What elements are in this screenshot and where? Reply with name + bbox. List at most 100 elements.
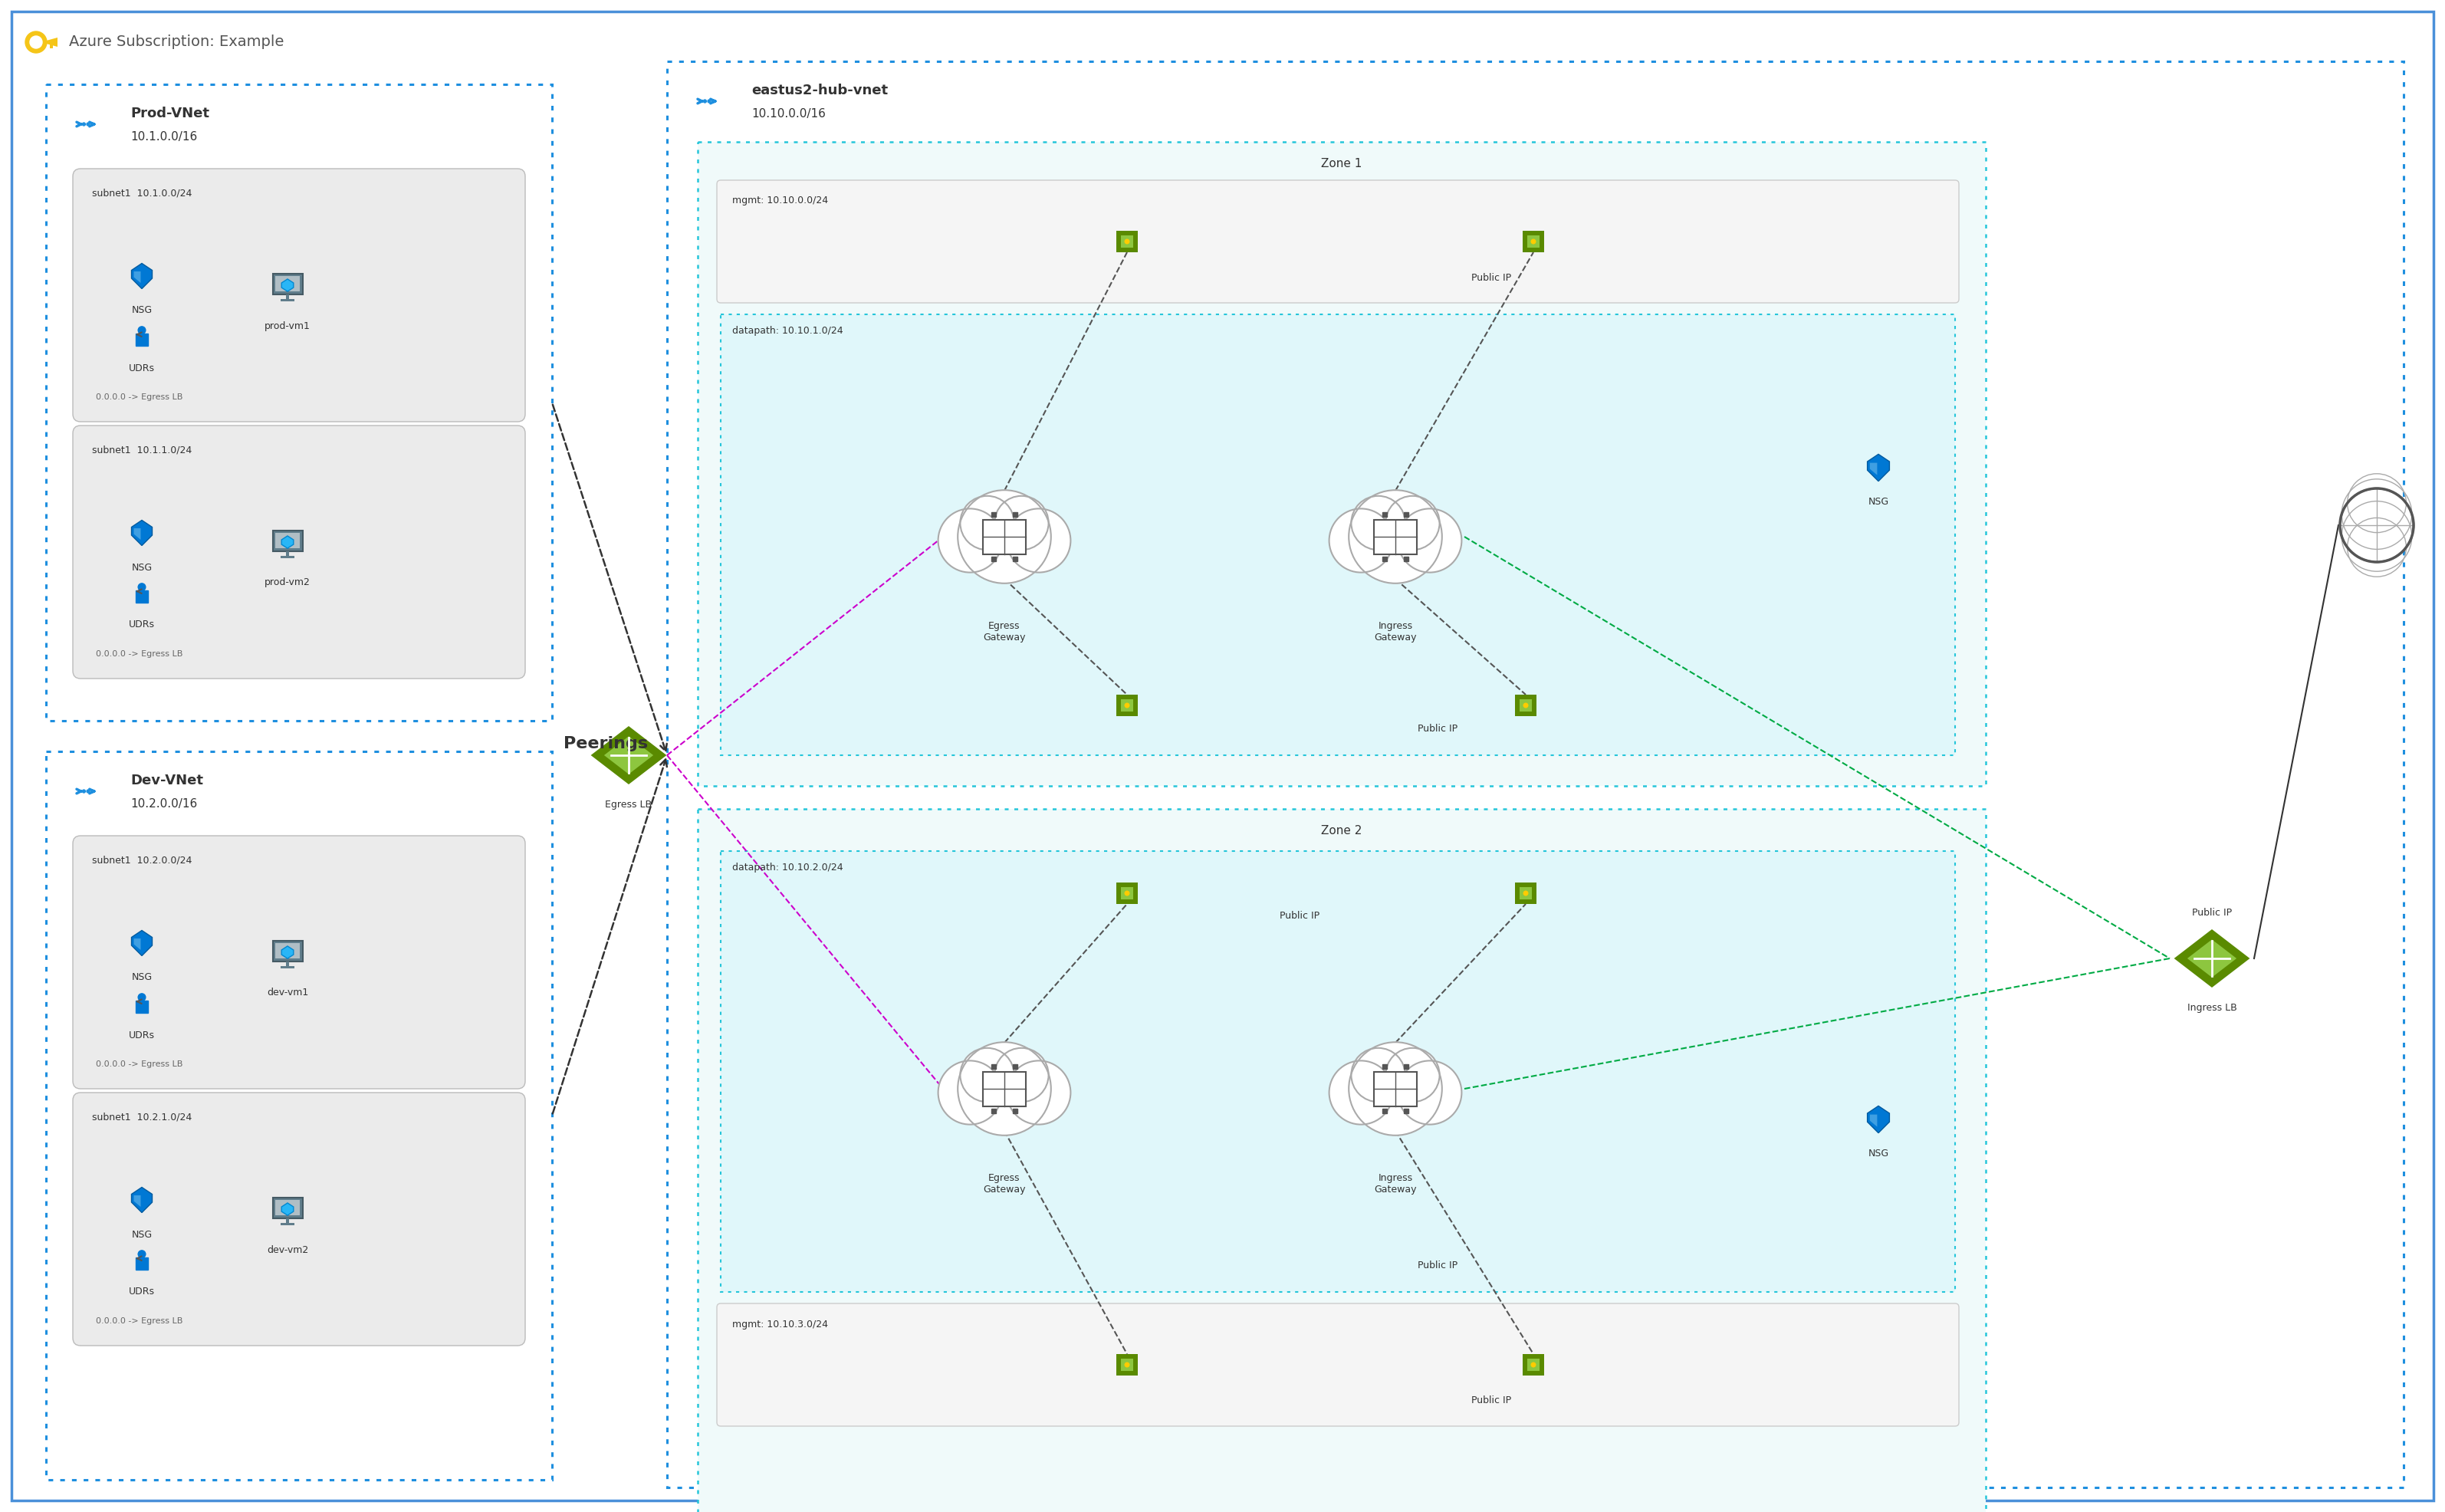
Polygon shape: [134, 272, 142, 283]
Text: NSG: NSG: [132, 1229, 152, 1240]
Bar: [697, 809, 1985, 1512]
Circle shape: [86, 122, 90, 125]
FancyBboxPatch shape: [73, 1093, 526, 1346]
Bar: [667, 62, 2403, 1488]
Circle shape: [1125, 891, 1130, 895]
Bar: [1120, 234, 1134, 248]
Circle shape: [86, 789, 90, 792]
Text: Zone 1: Zone 1: [1320, 157, 1362, 169]
Bar: [271, 1198, 303, 1219]
Polygon shape: [1870, 463, 1878, 475]
Bar: [983, 520, 1027, 553]
Polygon shape: [1868, 1105, 1890, 1132]
Bar: [1117, 883, 1137, 904]
Circle shape: [1531, 1362, 1535, 1367]
Text: mgmt: 10.10.0.0/24: mgmt: 10.10.0.0/24: [731, 197, 829, 206]
Bar: [286, 1219, 289, 1223]
Text: Ingress
Gateway: Ingress Gateway: [1374, 1173, 1416, 1194]
Circle shape: [24, 32, 46, 53]
Bar: [276, 943, 298, 959]
Circle shape: [1330, 1061, 1394, 1125]
Text: Peerings: Peerings: [562, 736, 648, 751]
Text: UDRs: UDRs: [130, 1030, 154, 1040]
Circle shape: [958, 490, 1051, 584]
Bar: [271, 274, 303, 293]
Bar: [1117, 1355, 1137, 1376]
FancyBboxPatch shape: [73, 425, 526, 679]
Text: Public IP: Public IP: [1418, 723, 1457, 733]
Circle shape: [90, 122, 93, 125]
Text: Egress LB: Egress LB: [606, 800, 653, 809]
Text: 0.0.0.0 -> Egress LB: 0.0.0.0 -> Egress LB: [95, 393, 183, 401]
Circle shape: [83, 789, 86, 792]
Bar: [721, 314, 1956, 754]
Bar: [286, 293, 289, 299]
Polygon shape: [134, 1196, 142, 1207]
Text: prod-vm2: prod-vm2: [264, 578, 311, 588]
Bar: [46, 751, 553, 1480]
Circle shape: [1330, 508, 1394, 573]
Text: 10.1.0.0/16: 10.1.0.0/16: [130, 130, 198, 142]
Polygon shape: [42, 38, 59, 47]
Polygon shape: [281, 1204, 293, 1216]
Bar: [1117, 694, 1137, 717]
Bar: [1374, 520, 1416, 553]
Bar: [1523, 1355, 1545, 1376]
Bar: [1523, 231, 1545, 253]
Circle shape: [939, 1061, 1002, 1125]
Circle shape: [1125, 1362, 1130, 1367]
Bar: [46, 751, 553, 1480]
Text: 10.10.0.0/16: 10.10.0.0/16: [751, 107, 826, 119]
Circle shape: [939, 508, 1002, 573]
Circle shape: [29, 36, 42, 48]
Text: NSG: NSG: [1868, 1149, 1890, 1158]
Bar: [721, 851, 1956, 1291]
Circle shape: [995, 1048, 1049, 1102]
Bar: [1528, 1358, 1540, 1371]
Circle shape: [1007, 1061, 1071, 1125]
Circle shape: [1352, 1048, 1406, 1102]
Bar: [286, 962, 289, 966]
Bar: [276, 1201, 298, 1216]
Polygon shape: [134, 528, 142, 540]
Bar: [1117, 231, 1137, 253]
Bar: [1374, 1072, 1416, 1105]
Text: prod-vm1: prod-vm1: [264, 321, 311, 331]
Circle shape: [1386, 496, 1440, 550]
Circle shape: [711, 100, 714, 103]
Text: 10.2.0.0/16: 10.2.0.0/16: [130, 798, 198, 809]
Text: Ingress
Gateway: Ingress Gateway: [1374, 621, 1416, 643]
Bar: [281, 299, 293, 301]
Polygon shape: [2174, 930, 2249, 987]
Bar: [286, 550, 289, 555]
Bar: [271, 531, 303, 550]
Polygon shape: [49, 44, 54, 47]
Text: NSG: NSG: [132, 562, 152, 573]
Bar: [1120, 1358, 1134, 1371]
Text: UDRs: UDRs: [130, 363, 154, 373]
Text: mgmt: 10.10.3.0/24: mgmt: 10.10.3.0/24: [731, 1318, 829, 1329]
Polygon shape: [1868, 454, 1890, 481]
Circle shape: [1523, 891, 1528, 895]
Bar: [281, 966, 293, 968]
Polygon shape: [1870, 1114, 1878, 1126]
Polygon shape: [132, 930, 152, 956]
Bar: [1120, 888, 1134, 900]
Circle shape: [1350, 1042, 1443, 1136]
Bar: [281, 1223, 293, 1225]
Text: subnet1  10.1.0.0/24: subnet1 10.1.0.0/24: [93, 187, 193, 198]
Circle shape: [137, 584, 147, 591]
Bar: [697, 142, 1985, 786]
Bar: [1518, 699, 1533, 712]
Circle shape: [137, 327, 147, 334]
Bar: [46, 85, 553, 721]
Bar: [667, 62, 2403, 1488]
Circle shape: [1399, 508, 1462, 573]
Text: Prod-VNet: Prod-VNet: [130, 106, 210, 121]
Circle shape: [958, 1042, 1051, 1136]
Circle shape: [1386, 1048, 1440, 1102]
FancyBboxPatch shape: [73, 169, 526, 422]
Bar: [276, 275, 298, 292]
Text: UDRs: UDRs: [130, 1287, 154, 1297]
Text: subnet1  10.2.0.0/24: subnet1 10.2.0.0/24: [93, 856, 193, 865]
